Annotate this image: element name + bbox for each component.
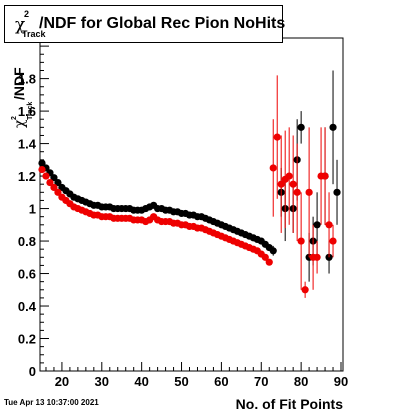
chart-title-chi: χ — [15, 15, 26, 35]
chart-title-subscript: Track — [22, 29, 46, 39]
y-axis-label-subscript: Track — [27, 102, 34, 120]
data-point — [329, 123, 337, 131]
y-tick-label: 1.4 — [18, 137, 37, 152]
x-tick-label: 70 — [254, 374, 268, 389]
y-tick-label: 0.4 — [18, 299, 37, 314]
y-tick-label: 0 — [29, 364, 36, 379]
axes — [40, 45, 342, 372]
series-0 — [38, 70, 341, 282]
y-tick-label: 1.2 — [18, 169, 36, 184]
data-point — [321, 172, 329, 180]
chart-title-superscript: 2 — [24, 9, 30, 19]
x-tick-label: 80 — [294, 374, 308, 389]
data-point — [285, 172, 293, 180]
data-point — [261, 253, 269, 261]
y-tick-label: 1.6 — [18, 104, 36, 119]
data-layer — [38, 70, 341, 298]
data-point — [38, 159, 46, 167]
timestamp: Tue Apr 13 10:37:00 2021 — [4, 398, 99, 407]
y-tick-label: 0.6 — [18, 267, 36, 282]
x-tick-label: 50 — [174, 374, 188, 389]
data-point — [297, 123, 305, 131]
x-tick-label: 60 — [214, 374, 228, 389]
chart-title: /NDF for Global Rec Pion NoHits — [39, 15, 286, 32]
data-point — [54, 188, 62, 196]
data-point — [297, 237, 305, 245]
y-axis-label: χ2 Track/NDF — [11, 67, 34, 128]
x-tick-label: 90 — [334, 374, 348, 389]
data-point — [329, 237, 337, 245]
data-point — [265, 258, 273, 266]
data-point — [50, 174, 58, 182]
data-point — [313, 253, 321, 261]
y-tick-label: 1 — [29, 202, 36, 217]
data-point — [293, 188, 301, 196]
y-tick-label: 0.2 — [18, 332, 36, 347]
data-point — [305, 188, 313, 196]
data-point — [50, 183, 58, 192]
y-axis-label-chi: χ — [12, 119, 28, 128]
data-point — [333, 188, 341, 196]
data-point — [269, 164, 277, 172]
x-tick-label: 30 — [95, 374, 109, 389]
data-point — [38, 165, 46, 174]
data-point — [269, 247, 277, 255]
data-point — [325, 221, 333, 229]
axis-labels: 20 30 40 50 60 70 80 90 0 0.2 0.4 0.6 0.8 1 1.2 1.4 1.6 1… — [11, 67, 348, 412]
data-point — [46, 178, 54, 187]
y-axis-label-text: /NDF — [11, 67, 27, 100]
y-axis-label-superscript: 2 — [11, 116, 18, 120]
x-tick-label: 20 — [55, 374, 69, 389]
x-axis-label: No. of Fit Points — [236, 396, 344, 412]
data-point — [273, 133, 281, 141]
y-tick-label: 1.8 — [18, 72, 36, 87]
data-point — [277, 180, 285, 188]
y-tick-label: 0.8 — [18, 234, 36, 249]
data-point — [42, 172, 50, 180]
data-point — [301, 286, 309, 294]
data-point — [289, 180, 297, 188]
chart-title-box: χ 2 Track /NDF for Global Rec Pion NoHit… — [4, 5, 286, 43]
data-point — [313, 221, 321, 229]
x-tick-label: 40 — [134, 374, 148, 389]
series-1 — [38, 75, 337, 298]
data-point — [54, 178, 62, 187]
